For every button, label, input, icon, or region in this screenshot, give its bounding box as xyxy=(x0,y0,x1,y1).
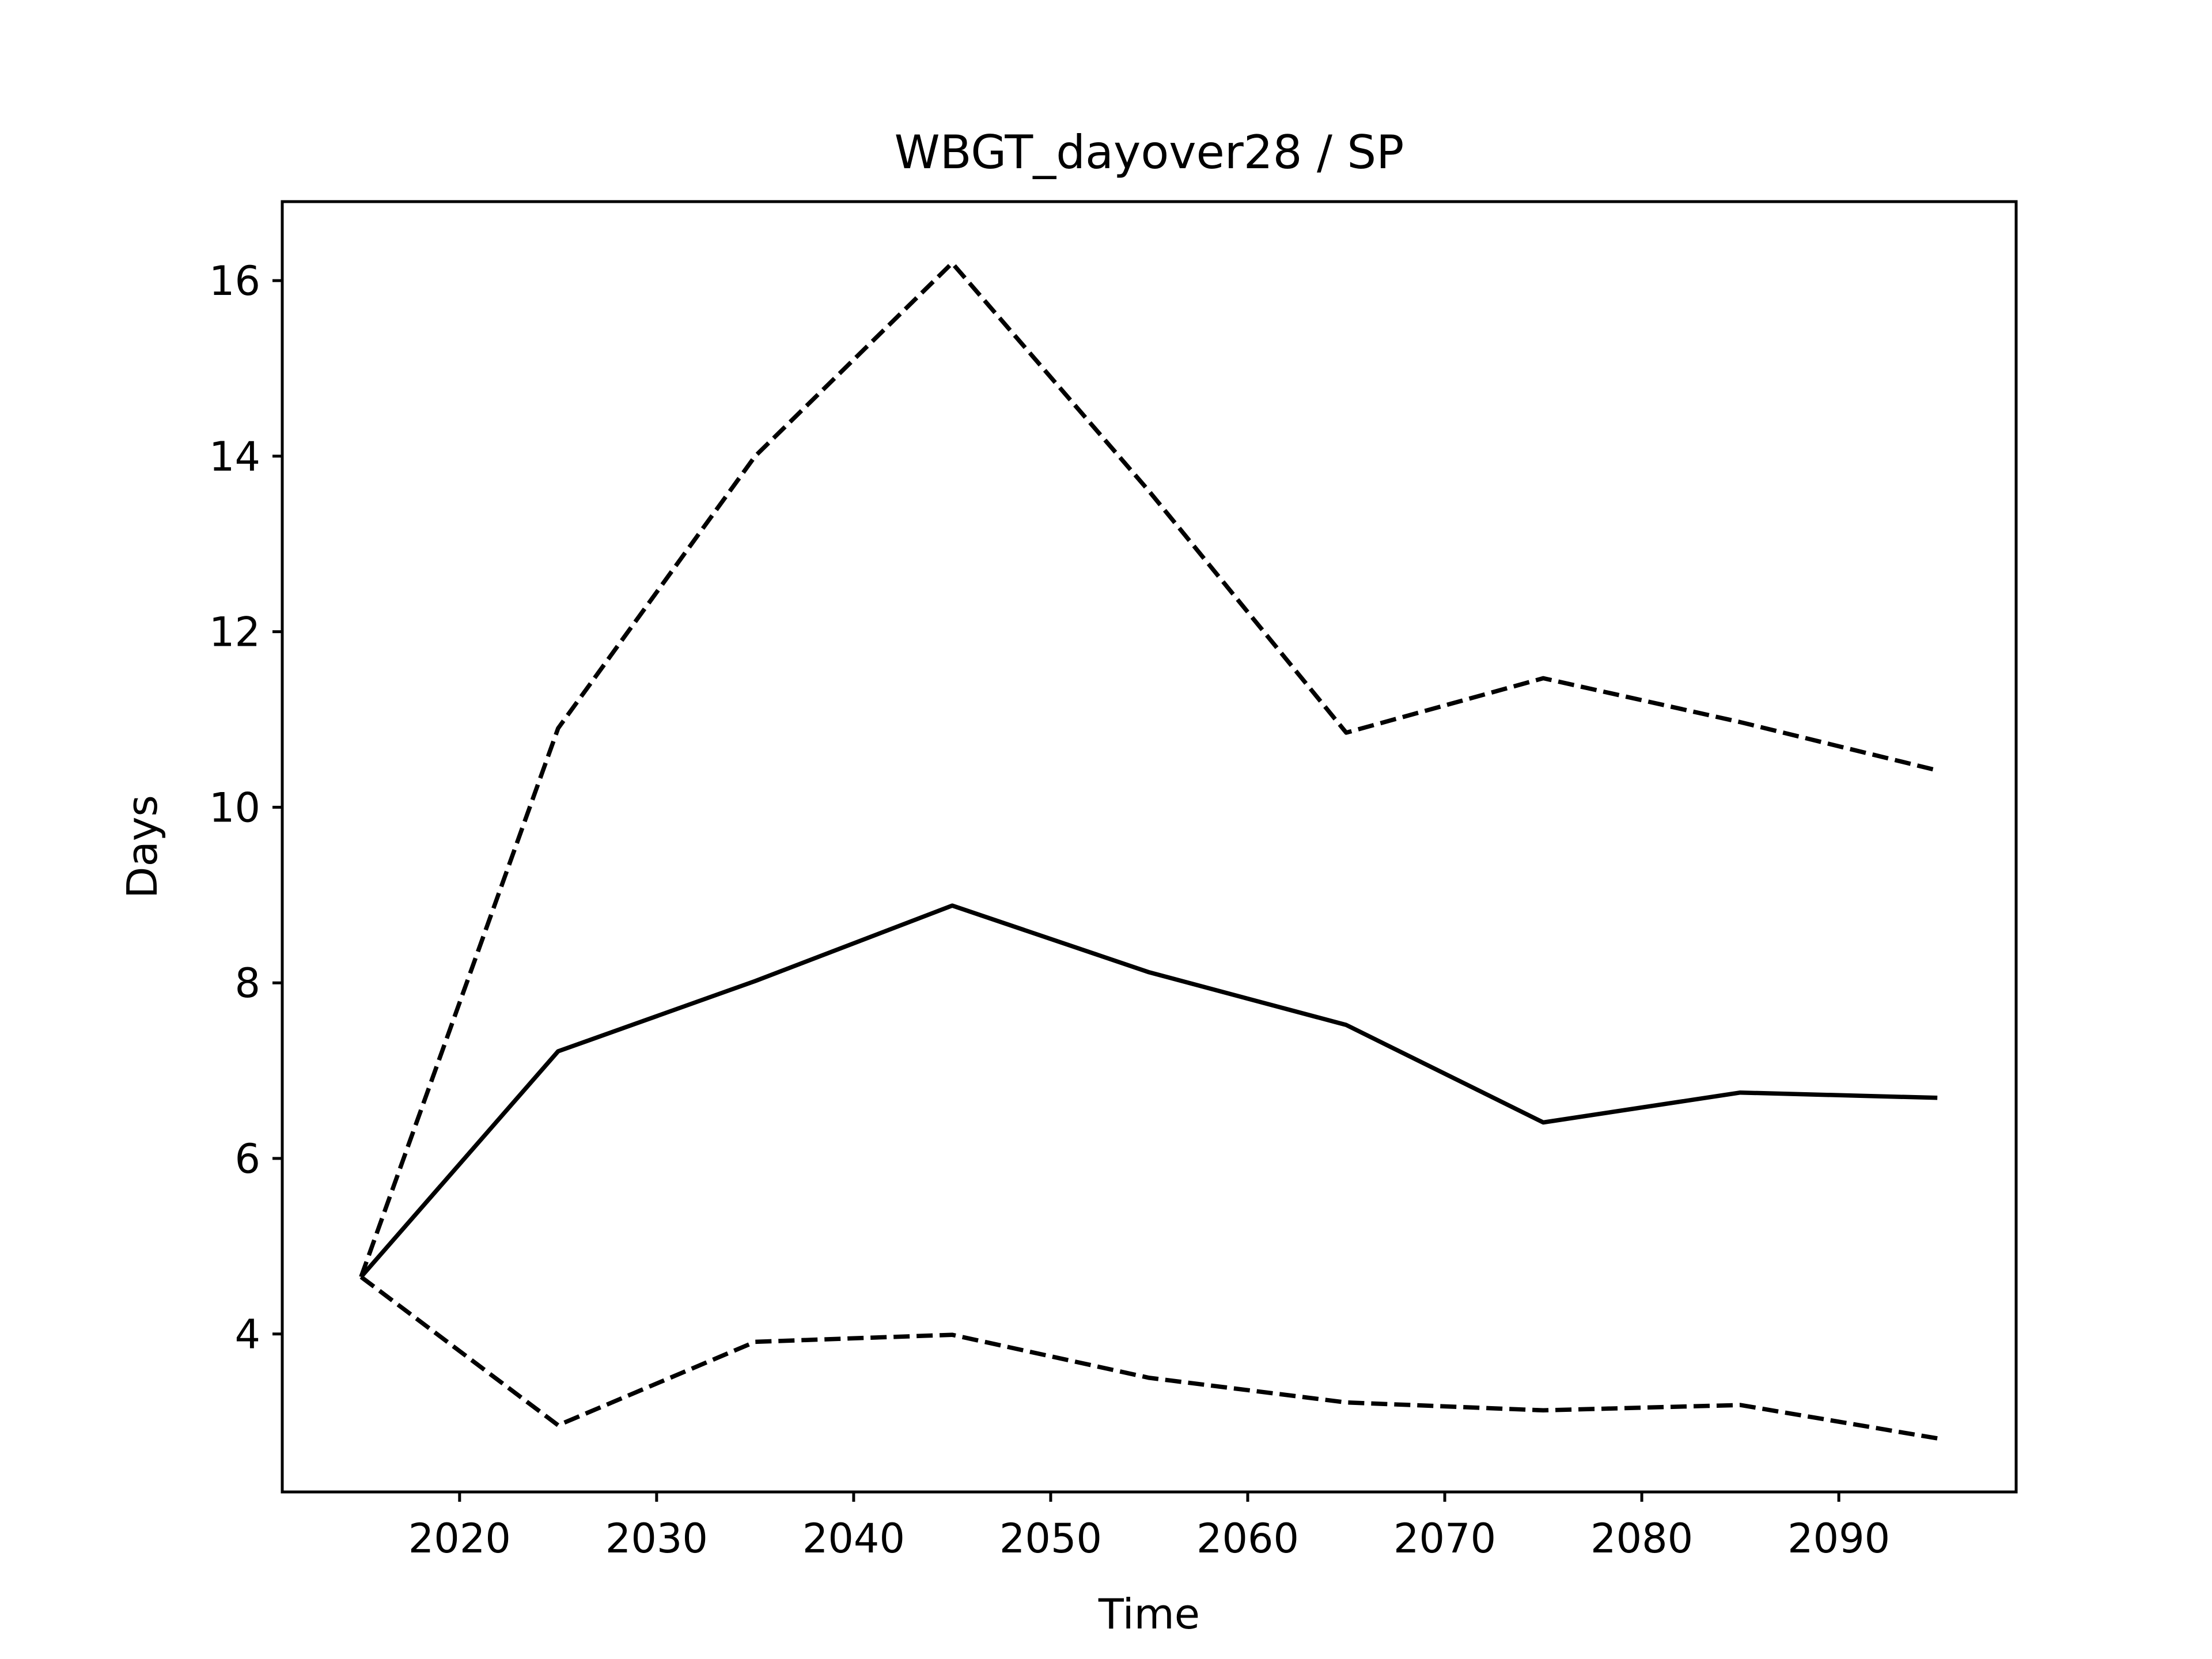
y-tick-label: 14 xyxy=(209,433,260,480)
x-tick-label: 2070 xyxy=(1393,1515,1496,1562)
y-tick-label: 10 xyxy=(209,784,260,831)
series-layer xyxy=(359,260,1938,1441)
y-tick-label: 4 xyxy=(234,1311,260,1358)
x-tick-label: 2060 xyxy=(1196,1515,1299,1562)
x-tick-label: 2040 xyxy=(802,1515,905,1562)
y-tick-label: 16 xyxy=(209,257,260,305)
x-tick-label: 2020 xyxy=(408,1515,511,1562)
x-tick-label: 2030 xyxy=(605,1515,708,1562)
x-tick-label: 2090 xyxy=(1787,1515,1890,1562)
y-tick-label: 12 xyxy=(209,609,260,656)
dashed-series-line xyxy=(359,260,1938,1278)
x-axis-label: Time xyxy=(1098,1590,1200,1638)
y-axis-label: Days xyxy=(118,795,166,899)
y-tick-label: 6 xyxy=(234,1135,260,1183)
plot-frame xyxy=(281,200,2018,1494)
y-tick-label: 8 xyxy=(234,960,260,1007)
dashed-series-line xyxy=(359,1275,1938,1441)
tick-layer: 2020 2030 2040 2050 2060 2070 2080 2090 4 6 8 10 12 1… xyxy=(209,257,1890,1562)
chart-title: WBGT_dayover28 / SP xyxy=(895,126,1404,179)
solid-series-line xyxy=(359,903,1938,1279)
x-tick-label: 2050 xyxy=(999,1515,1102,1562)
x-tick-label: 2080 xyxy=(1590,1515,1693,1562)
